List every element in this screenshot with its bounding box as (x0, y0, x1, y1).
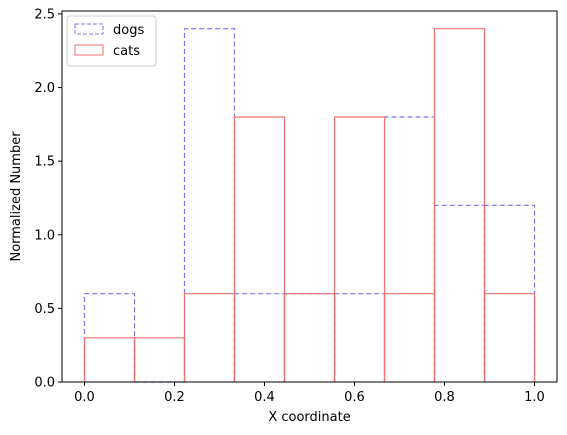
bar-cats-5 (333, 116, 386, 382)
y-tick-label: 1.0 (34, 228, 55, 243)
legend: dogs cats (66, 15, 157, 67)
legend-label-cats: cats (113, 44, 140, 59)
series-layer (83, 28, 536, 383)
legend-swatch-cats (74, 44, 104, 56)
series-cats (83, 28, 536, 382)
y-tick-label: 0.5 (34, 302, 55, 317)
y-tick-label: 0.0 (34, 376, 55, 391)
y-tick-label: 1.5 (34, 155, 55, 170)
x-axis-label: X coordinate (268, 410, 350, 425)
plot-frame (61, 10, 558, 383)
x-tick-label: 0.8 (434, 390, 455, 405)
bar-cats-7 (433, 28, 486, 382)
plot-background (62, 11, 557, 382)
y-tick-label: 2.0 (34, 81, 55, 96)
bar-cats-3 (233, 116, 286, 382)
y-axis: 0.0 0.5 1.0 1.5 2.0 2.5 (34, 7, 62, 391)
y-tick-label: 2.5 (34, 7, 55, 22)
x-tick-label: 0.6 (344, 390, 365, 405)
x-tick-label: 0.2 (164, 390, 185, 405)
x-axis: 0.0 0.2 0.4 0.6 0.8 1.0 (74, 382, 545, 405)
x-tick-label: 0.0 (74, 390, 95, 405)
legend-frame (66, 15, 157, 67)
x-tick-label: 1.0 (524, 390, 545, 405)
legend-swatch-dogs (74, 23, 104, 35)
bar-cats-8 (483, 293, 536, 382)
y-axis-label: Normalized Number (9, 131, 24, 262)
legend-label-dogs: dogs (113, 23, 144, 38)
x-tick-label: 0.4 (254, 390, 275, 405)
